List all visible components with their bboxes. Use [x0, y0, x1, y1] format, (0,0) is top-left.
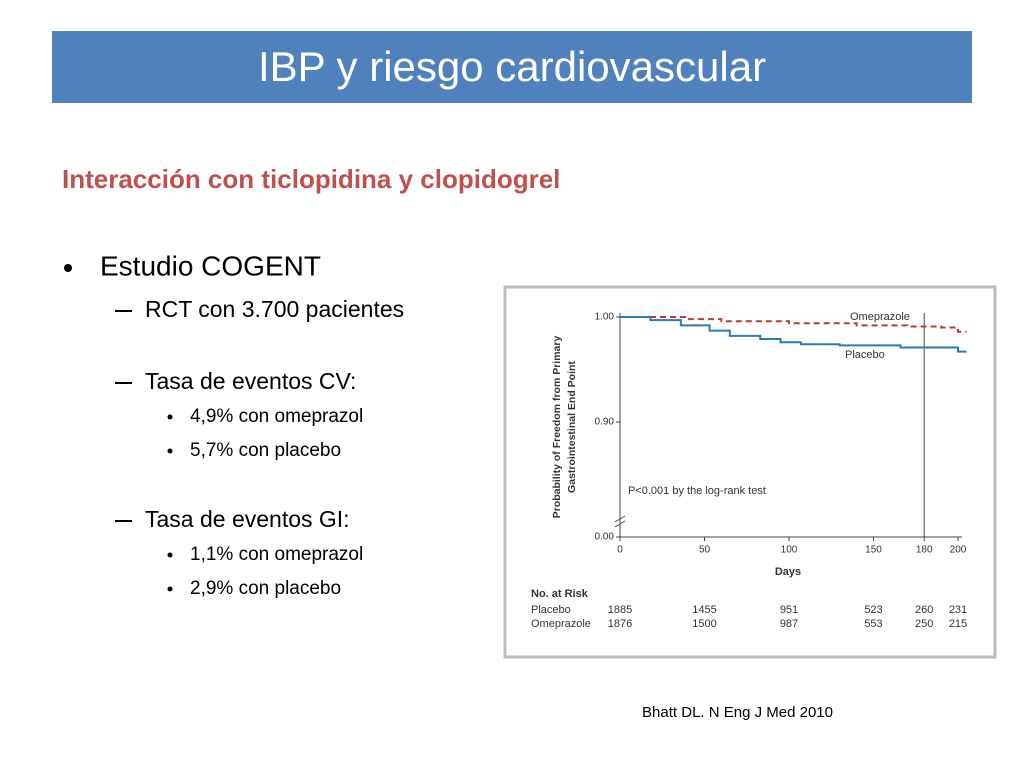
- bullet-dot: [167, 414, 173, 420]
- y-axis-label: Probability of Freedom from Primary: [551, 336, 563, 519]
- axis-break: [614, 515, 626, 523]
- bullet-dot: [167, 552, 173, 558]
- risk-count: 523: [864, 604, 882, 616]
- x-tick-label: 0: [617, 545, 623, 556]
- sub-bullet: Tasa de eventos GI:: [145, 506, 350, 532]
- title-bar: [52, 31, 972, 103]
- risk-count: 215: [949, 618, 967, 630]
- risk-row-name: Omeprazole: [531, 618, 591, 630]
- risk-count: 260: [915, 604, 933, 616]
- risk-count: 1455: [692, 604, 716, 616]
- subtitle: Interacción con ticlopidina y clopidogre…: [62, 164, 560, 194]
- y-tick-label: 0.90: [595, 417, 615, 428]
- bullet: Estudio COGENT: [100, 250, 321, 281]
- x-tick-label: 150: [865, 545, 882, 556]
- risk-table-title: No. at Risk: [531, 588, 589, 600]
- title: IBP y riesgo cardiovascular: [258, 43, 766, 90]
- risk-count: 987: [780, 618, 798, 630]
- annotation: P<0.001 by the log-rank test: [628, 485, 766, 497]
- sub-bullet: Tasa de eventos CV:: [145, 368, 356, 394]
- survival-curve: [620, 316, 967, 353]
- survival-curve: [620, 316, 967, 333]
- risk-count: 231: [949, 604, 967, 616]
- bullet-dot: [64, 264, 72, 272]
- risk-count: 1500: [692, 618, 716, 630]
- x-tick-label: 50: [699, 545, 711, 556]
- y-axis-label: Gastrointestinal End Point: [566, 361, 578, 493]
- risk-count: 951: [780, 604, 798, 616]
- axis-break: [614, 520, 626, 528]
- x-tick-label: 180: [916, 545, 933, 556]
- sub-bullet: RCT con 3.700 pacientes: [145, 296, 404, 322]
- risk-row-name: Placebo: [531, 604, 571, 616]
- y-tick-label: 0.00: [595, 532, 615, 543]
- sub-sub-bullet: 4,9% con omeprazol: [190, 406, 363, 427]
- y-tick-label: 1.00: [595, 312, 615, 323]
- sub-sub-bullet: 5,7% con placebo: [190, 440, 341, 461]
- bullet-dot: [167, 448, 173, 454]
- series-label: Placebo: [845, 349, 885, 361]
- x-axis-label: Days: [775, 566, 801, 578]
- risk-count: 553: [864, 618, 882, 630]
- citation: Bhatt DL. N Eng J Med 2010: [642, 704, 833, 721]
- risk-count: 250: [915, 618, 933, 630]
- sub-sub-bullet: 1,1% con omeprazol: [190, 544, 363, 565]
- risk-count: 1885: [608, 604, 632, 616]
- risk-count: 1876: [608, 618, 632, 630]
- x-tick-label: 100: [781, 545, 798, 556]
- figure-frame: [503, 285, 997, 659]
- x-tick-label: 200: [950, 545, 967, 556]
- sub-sub-bullet: 2,9% con placebo: [190, 578, 341, 599]
- series-label: Omeprazole: [850, 311, 910, 323]
- bullet-dot: [167, 586, 173, 592]
